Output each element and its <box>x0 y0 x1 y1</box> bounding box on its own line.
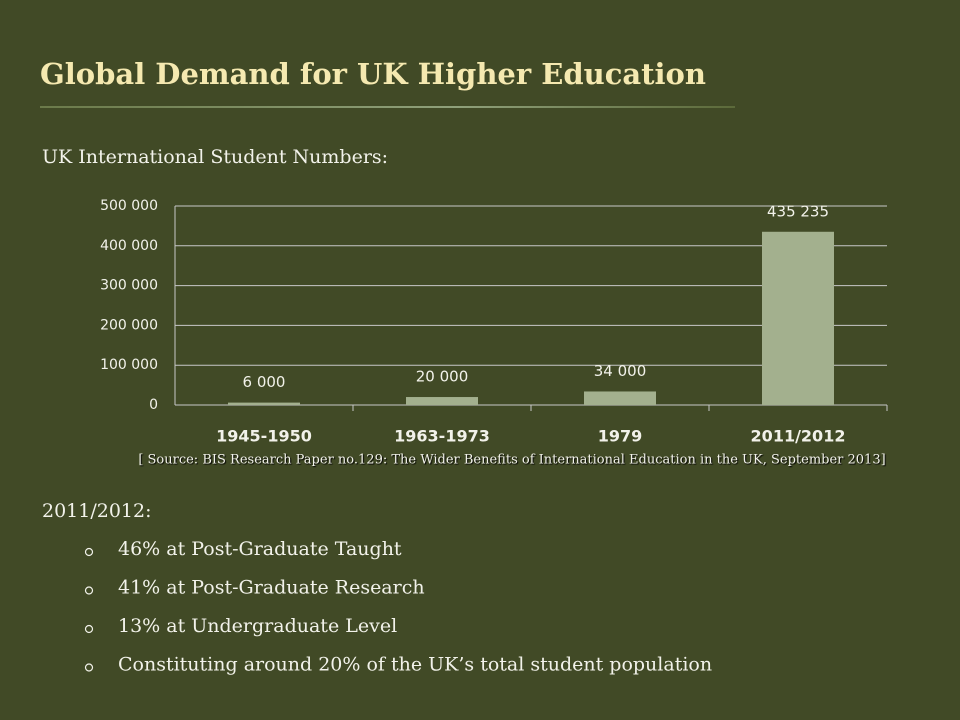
bullet-marker <box>84 624 94 634</box>
y-tick-label: 100 000 <box>100 357 158 373</box>
y-tick-label: 400 000 <box>100 238 158 254</box>
chart: 0 100 000 200 000 300 000 400 000 500 000 1945… <box>100 198 888 446</box>
bullet-text: 46% at Post-Graduate Taught <box>118 538 402 560</box>
y-tick-label: 200 000 <box>100 317 158 333</box>
y-tick-label: 0 <box>149 397 158 413</box>
detail-heading: 2011/2012: <box>42 500 152 522</box>
y-tick-label: 300 000 <box>100 278 158 294</box>
value-label: 20 000 <box>416 368 469 386</box>
x-tick-label: 2011/2012 <box>751 427 846 446</box>
y-tick-label: 500 000 <box>100 198 158 214</box>
bullet-list: 46% at Post-Graduate Taught 41% at Post-G… <box>84 538 712 676</box>
x-tick-label: 1963-1973 <box>394 427 490 446</box>
bullet-marker <box>84 547 94 557</box>
bullet-text: 13% at Undergraduate Level <box>118 615 397 637</box>
subtitle: UK International Student Numbers: <box>42 146 388 168</box>
slide-title: Global Demand for UK Higher Education <box>40 57 706 91</box>
bullet-text: Constituting around 20% of the UK’s tota… <box>118 654 712 676</box>
value-label: 34 000 <box>594 362 647 380</box>
bullet-marker <box>84 586 94 595</box>
bullet-text: 41% at Post-Graduate Research <box>118 577 425 599</box>
bar <box>762 231 834 405</box>
value-label: 6 000 <box>243 373 286 391</box>
bar <box>584 391 656 405</box>
value-label: 435 235 <box>767 202 829 220</box>
source-note: [ Source: BIS Research Paper no.129: The… <box>138 453 885 468</box>
x-tick-label: 1945-1950 <box>216 427 312 446</box>
bullet-marker <box>84 663 94 672</box>
title-underline <box>40 106 735 108</box>
bar <box>228 402 300 405</box>
bar <box>406 397 478 405</box>
x-tick-label: 1979 <box>598 427 643 446</box>
